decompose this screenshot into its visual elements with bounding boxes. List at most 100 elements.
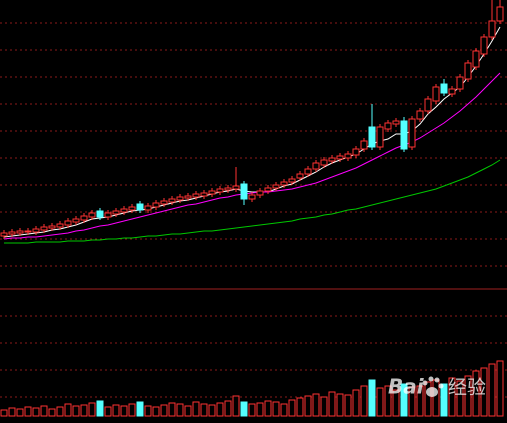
- volume-bar: [32, 407, 40, 417]
- candle-body: [224, 187, 232, 191]
- candle-body: [40, 226, 48, 231]
- volume-bar: [184, 405, 192, 417]
- candle-body: [104, 212, 112, 218]
- candle-body: [192, 193, 200, 198]
- candle-body: [168, 198, 176, 203]
- volume-bar: [240, 401, 248, 417]
- volume-bar: [320, 396, 328, 417]
- candle-body: [440, 83, 448, 94]
- candle-body: [160, 200, 168, 205]
- candle-body: [24, 230, 32, 233]
- candle-body: [328, 157, 336, 162]
- volume-bar: [56, 406, 64, 417]
- candle-body: [296, 173, 304, 179]
- volume-bar: [312, 393, 320, 417]
- paw-icon: [422, 376, 444, 397]
- candle-body: [304, 168, 312, 175]
- candle-body: [360, 140, 368, 150]
- volume-bar: [328, 391, 336, 417]
- candle-body: [88, 212, 96, 218]
- candle-body: [120, 208, 128, 213]
- volume-bar: [144, 405, 152, 417]
- candle-body: [56, 223, 64, 228]
- volume-bar: [8, 407, 16, 417]
- watermark-brand: Bai: [388, 375, 425, 399]
- candle-body: [472, 50, 480, 68]
- volume-bar: [176, 403, 184, 417]
- moving-average-line: [3, 72, 501, 240]
- volume-bar: [272, 401, 280, 417]
- candle-body: [128, 206, 136, 211]
- volume-bar: [424, 381, 432, 417]
- candle-body: [152, 202, 160, 208]
- volume-bar: [128, 403, 136, 417]
- volume-bar: [224, 400, 232, 417]
- moving-average-line: [3, 26, 501, 238]
- volume-bar: [488, 363, 496, 417]
- candle-body: [72, 218, 80, 223]
- candle-body: [64, 220, 72, 226]
- candle-body: [240, 183, 248, 200]
- candle-body: [136, 203, 144, 211]
- volume-bar: [336, 393, 344, 417]
- candle-body: [80, 215, 88, 221]
- volume-bar: [384, 385, 392, 417]
- volume-bar: [24, 406, 32, 417]
- candle-body: [272, 184, 280, 189]
- volume-bar: [208, 404, 216, 417]
- volume-bar: [264, 400, 272, 417]
- candle-body: [288, 178, 296, 183]
- candle-body: [488, 20, 496, 38]
- volume-bar: [0, 409, 8, 417]
- candle-body: [400, 120, 408, 150]
- volume-bar: [112, 404, 120, 417]
- candle-body: [200, 192, 208, 197]
- volume-bar: [88, 402, 96, 417]
- volume-bar: [104, 406, 112, 417]
- candle-body: [352, 148, 360, 156]
- candle-body: [176, 196, 184, 201]
- candle-body: [96, 210, 104, 218]
- volume-bar: [416, 385, 424, 417]
- volume-bar: [248, 403, 256, 417]
- volume-bar: [352, 389, 360, 417]
- candle-body: [232, 185, 240, 190]
- volume-bar: [256, 402, 264, 417]
- volume-bar: [280, 403, 288, 417]
- candle-body: [248, 194, 256, 200]
- candle-body: [112, 210, 120, 215]
- candle-body: [344, 153, 352, 159]
- candle-body: [392, 120, 400, 125]
- volume-bar: [48, 408, 56, 417]
- candle-body: [312, 162, 320, 170]
- volume-bar: [200, 403, 208, 417]
- volume-bar: [304, 395, 312, 417]
- candle-body: [264, 187, 272, 192]
- candle-body: [432, 86, 440, 102]
- grid: [0, 22, 507, 398]
- candle-body: [144, 205, 152, 211]
- volume-bar: [480, 367, 488, 417]
- candle-body: [376, 126, 384, 148]
- candle-body: [0, 232, 8, 237]
- candle-body: [448, 88, 456, 95]
- candle-body: [184, 195, 192, 199]
- volume-bar: [64, 403, 72, 417]
- candle-body: [496, 6, 504, 22]
- candle-body: [456, 76, 464, 90]
- candle-body: [336, 155, 344, 160]
- candle-body: [320, 159, 328, 166]
- volume-bar: [216, 402, 224, 417]
- volume-bar: [40, 405, 48, 417]
- volume-bar: [80, 404, 88, 417]
- moving-average-line: [4, 159, 501, 244]
- candle-body: [416, 110, 424, 120]
- candle-body: [424, 98, 432, 112]
- candle-body: [256, 190, 264, 196]
- volume-bar: [168, 402, 176, 417]
- candle-body: [32, 228, 40, 233]
- candle-body: [384, 122, 392, 130]
- volume-bar: [496, 360, 504, 417]
- volume-bar: [408, 386, 416, 417]
